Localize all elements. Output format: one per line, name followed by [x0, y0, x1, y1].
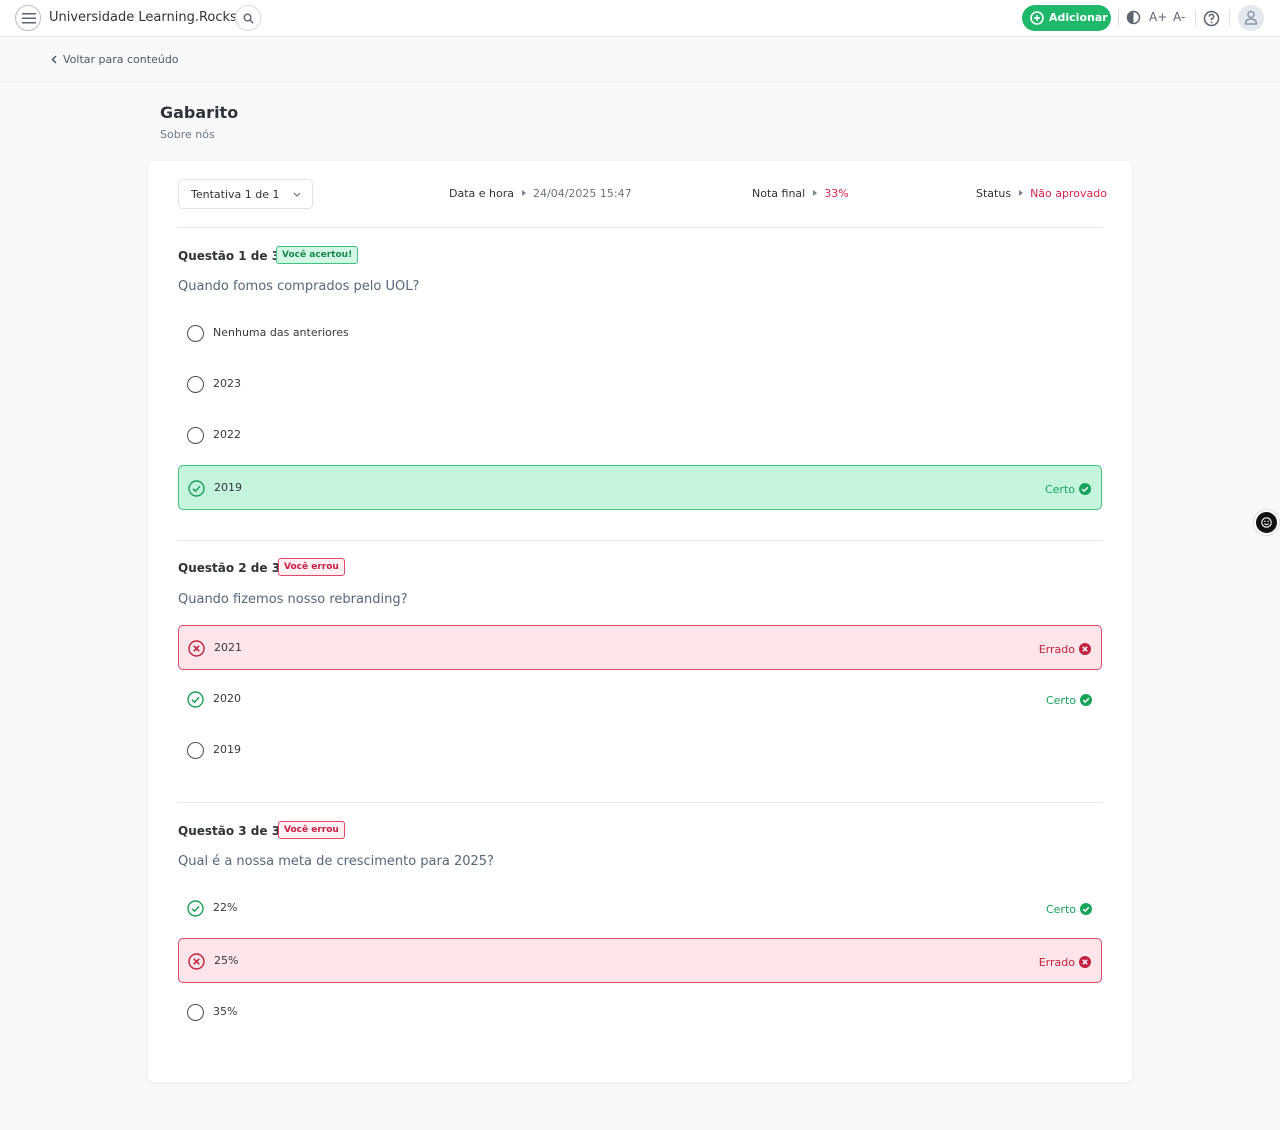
- date-label: Data e hora: [449, 187, 514, 200]
- result-label: Errado: [1039, 641, 1091, 656]
- caret-right-icon: [1019, 190, 1024, 196]
- back-to-content-link[interactable]: Voltar para conteúdo: [51, 53, 179, 66]
- answer-option-text: 35%: [213, 1005, 238, 1018]
- result-text: Errado: [1038, 956, 1075, 969]
- answer-option: 22% Certo: [178, 886, 1102, 931]
- hamburger-menu-icon: [22, 13, 36, 24]
- answer-option-wrong: 2021 Errado: [178, 625, 1102, 670]
- result-text: Certo: [1045, 903, 1076, 916]
- divider: [178, 227, 1102, 228]
- question-label: Questão 3 de 3: [178, 824, 281, 838]
- smiley-icon: [1261, 517, 1272, 528]
- result-text: Certo: [1045, 694, 1076, 707]
- answer-option-text: 2022: [213, 428, 241, 441]
- final-grade-info: Nota final 33%: [752, 187, 849, 200]
- result-label: Certo: [1046, 901, 1092, 916]
- answer-option-text: 2023: [213, 377, 241, 390]
- status-badge: Você acertou!: [276, 246, 359, 264]
- answer-option: 2023: [178, 362, 1102, 407]
- caret-right-icon: [522, 190, 526, 196]
- question-label: Questão 1 de 3: [178, 249, 281, 263]
- back-link-label: Voltar para conteúdo: [63, 53, 179, 66]
- result-label: Certo: [1046, 692, 1092, 707]
- attempt-select[interactable]: Tentativa 1 de 1: [178, 179, 313, 209]
- answer-option: 2019: [178, 728, 1102, 773]
- answer-option-text: Nenhuma das anteriores: [213, 326, 349, 339]
- question-text: Quando fizemos nosso rebranding?: [178, 592, 408, 607]
- divider: [1195, 10, 1196, 26]
- check-circle-outline-icon: [188, 480, 205, 497]
- answer-option: 2020 Certo: [178, 677, 1102, 722]
- check-circle-filled-icon: [1079, 483, 1091, 495]
- x-circle-filled-icon: [1079, 643, 1091, 655]
- page-subtitle: Sobre nós: [160, 128, 215, 141]
- status-info: Status Não aprovado: [976, 187, 1107, 200]
- result-text: Certo: [1044, 483, 1075, 496]
- radio-icon: [187, 1004, 204, 1021]
- divider: [1229, 10, 1230, 26]
- divider: [178, 540, 1102, 541]
- answer-option-text: 22%: [213, 901, 238, 914]
- date-time-info: Data e hora 24/04/2025 15:47: [449, 187, 632, 200]
- add-button-label: Adicionar: [1049, 11, 1108, 24]
- chevron-left-icon: [51, 55, 57, 64]
- search-icon: [243, 13, 254, 24]
- question-text: Quando fomos comprados pelo UOL?: [178, 279, 420, 294]
- font-increase-button[interactable]: A+: [1149, 10, 1168, 24]
- result-label: Certo: [1045, 481, 1091, 496]
- grade-label: Nota final: [752, 187, 806, 200]
- answer-option: 35%: [178, 990, 1102, 1035]
- search-button[interactable]: [235, 5, 261, 31]
- result-text: Errado: [1038, 643, 1075, 656]
- status-badge: Você errou: [278, 558, 345, 576]
- avatar[interactable]: [1238, 5, 1264, 31]
- top-bar: Universidade Learning.Rocks Adicionar A+…: [0, 0, 1280, 37]
- check-circle-outline-icon: [187, 900, 204, 917]
- attempt-select-value: Tentativa 1 de 1: [191, 188, 280, 201]
- radio-icon: [187, 742, 204, 759]
- answer-option: 2022: [178, 413, 1102, 458]
- x-circle-filled-icon: [1079, 956, 1091, 968]
- divider: [178, 802, 1102, 803]
- user-icon: [1244, 10, 1258, 25]
- page-title: Gabarito: [160, 103, 239, 122]
- add-button[interactable]: Adicionar: [1022, 5, 1111, 31]
- app-title[interactable]: Universidade Learning.Rocks: [49, 10, 237, 25]
- feedback-button[interactable]: [1254, 510, 1279, 535]
- answer-option-text: 2019: [214, 481, 242, 494]
- radio-icon: [187, 427, 204, 444]
- check-circle-filled-icon: [1080, 903, 1092, 915]
- answer-key-card: Tentativa 1 de 1 Data e hora 24/04/2025 1…: [148, 161, 1132, 1082]
- answer-option-text: 2021: [214, 641, 242, 654]
- check-circle-outline-icon: [187, 691, 204, 708]
- answer-option-correct: 2019 Certo: [178, 465, 1102, 510]
- grade-value: 33%: [824, 187, 849, 200]
- question-label: Questão 2 de 3: [178, 561, 281, 575]
- menu-button[interactable]: [15, 5, 41, 31]
- plus-circle-icon: [1030, 11, 1044, 25]
- x-circle-outline-icon: [188, 640, 205, 657]
- check-circle-filled-icon: [1080, 694, 1092, 706]
- question-text: Qual é a nossa meta de crescimento para …: [178, 854, 494, 869]
- contrast-icon[interactable]: [1126, 10, 1141, 25]
- status-badge: Você errou: [278, 821, 345, 839]
- answer-option: Nenhuma das anteriores: [178, 311, 1102, 356]
- status-label: Status: [976, 187, 1012, 200]
- font-decrease-button[interactable]: A-: [1173, 10, 1186, 24]
- status-value: Não aprovado: [1030, 187, 1107, 200]
- answer-option-text: 2019: [213, 743, 241, 756]
- x-circle-outline-icon: [188, 953, 205, 970]
- radio-icon: [187, 325, 204, 342]
- answer-option-wrong: 25% Errado: [178, 938, 1102, 983]
- result-label: Errado: [1039, 954, 1091, 969]
- question-circle-icon[interactable]: [1203, 10, 1220, 27]
- radio-icon: [187, 376, 204, 393]
- caret-right-icon: [813, 190, 818, 196]
- chevron-down-icon: [293, 192, 301, 197]
- date-value: 24/04/2025 15:47: [533, 187, 632, 200]
- answer-option-text: 25%: [214, 954, 239, 967]
- divider: [1118, 10, 1119, 26]
- back-bar: Voltar para conteúdo: [0, 37, 1280, 82]
- answer-option-text: 2020: [213, 692, 241, 705]
